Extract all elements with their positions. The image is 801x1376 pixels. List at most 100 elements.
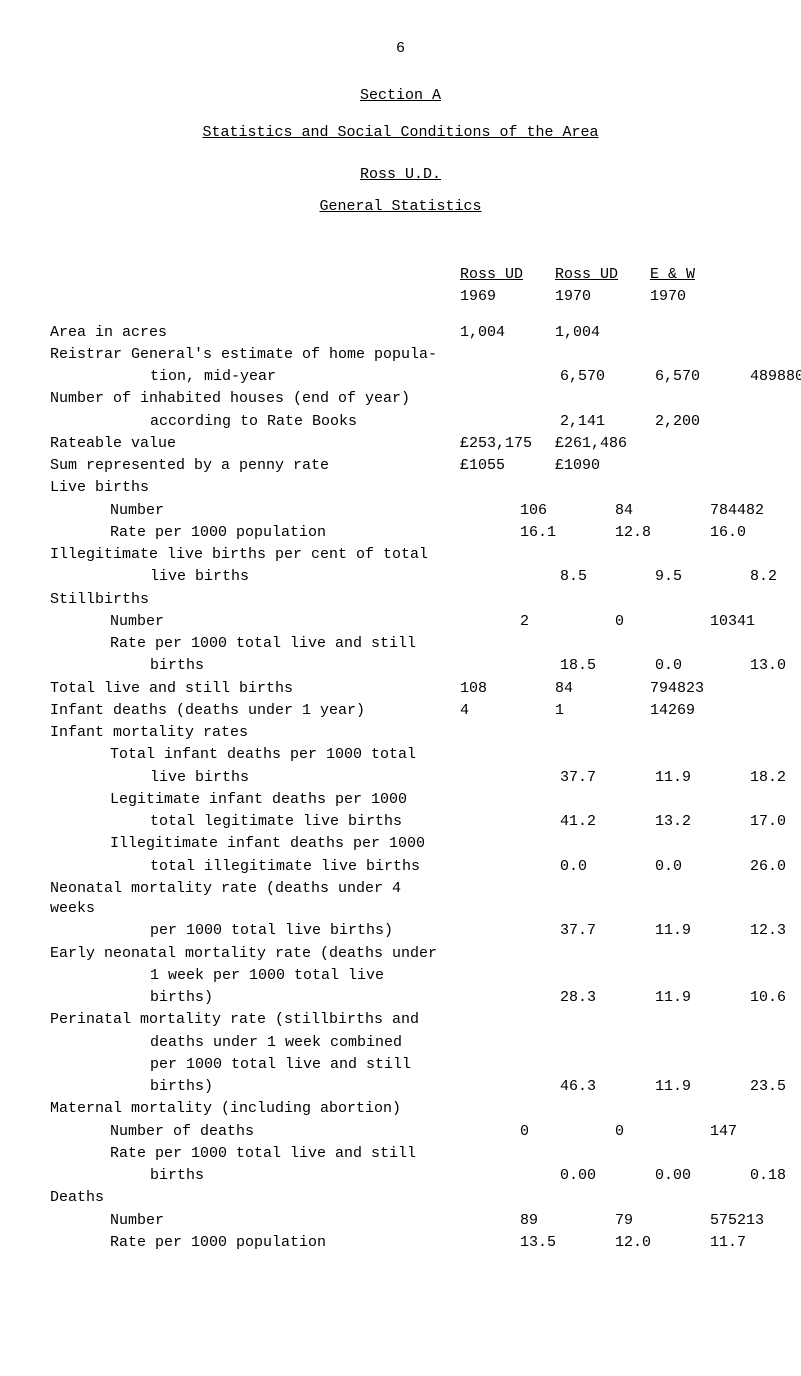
row-label: Live births xyxy=(50,478,460,498)
row-cell xyxy=(655,966,750,986)
table-row: Illegitimate live births per cent of tot… xyxy=(50,545,751,565)
row-cell: 37.7 xyxy=(560,768,655,788)
row-cell xyxy=(615,745,710,765)
row-cell: 41.2 xyxy=(560,812,655,832)
row-cell: 6,570 xyxy=(655,367,750,387)
header-col3-line2: 1970 xyxy=(650,287,745,307)
row-cell xyxy=(710,790,801,810)
row-cell xyxy=(650,545,745,565)
row-cell: 1,004 xyxy=(460,323,555,343)
row-label: Legitimate infant deaths per 1000 xyxy=(50,790,520,810)
table-header-row: Ross UD Ross UD E & W xyxy=(50,265,751,285)
row-label: births xyxy=(50,656,560,676)
table-row: Live births xyxy=(50,478,751,498)
row-cell xyxy=(650,389,745,409)
row-cell xyxy=(650,1188,745,1208)
row-cell xyxy=(555,389,650,409)
table-row: Perinatal mortality rate (stillbirths an… xyxy=(50,1010,751,1030)
row-label: births xyxy=(50,1166,560,1186)
row-cell: 84 xyxy=(615,501,710,521)
table-row: tion, mid-year6,5706,57048988000 xyxy=(50,367,751,387)
row-cell: 79 xyxy=(615,1211,710,1231)
row-cell xyxy=(650,1099,745,1119)
row-cell: 2,200 xyxy=(655,412,750,432)
table-body: Area in acres1,0041,004Reistrar General'… xyxy=(50,323,751,1254)
row-cell: 17.0 xyxy=(750,812,801,832)
row-label: Stillbirths xyxy=(50,590,460,610)
row-label: Early neonatal mortality rate (deaths un… xyxy=(50,944,460,964)
row-cell xyxy=(650,944,745,964)
page-number: 6 xyxy=(50,40,751,57)
row-cell: 11.9 xyxy=(655,921,750,941)
row-cell: 784482 xyxy=(710,501,801,521)
table-row: Reistrar General's estimate of home popu… xyxy=(50,345,751,365)
table-row: Rate per 1000 population16.112.816.0 xyxy=(50,523,751,543)
row-cell xyxy=(460,590,555,610)
table-row: Legitimate infant deaths per 1000 xyxy=(50,790,751,810)
row-cell xyxy=(560,1033,655,1053)
row-cell xyxy=(655,1055,750,1075)
header-col2-line1: Ross UD xyxy=(555,265,650,285)
row-cell: 8.2 xyxy=(750,567,801,587)
row-cell: 575213 xyxy=(710,1211,801,1231)
row-cell: 84 xyxy=(555,679,650,699)
row-label: Area in acres xyxy=(50,323,460,343)
table-row: Infant mortality rates xyxy=(50,723,751,743)
row-cell xyxy=(520,634,615,654)
table-row: Rate per 1000 population13.512.011.7 xyxy=(50,1233,751,1253)
row-cell: 28.3 xyxy=(560,988,655,1008)
table-row: Number of deaths00147 xyxy=(50,1122,751,1142)
row-cell xyxy=(560,1055,655,1075)
row-cell: 2 xyxy=(520,612,615,632)
row-cell: 0.00 xyxy=(560,1166,655,1186)
row-cell xyxy=(650,590,745,610)
row-label: Infant deaths (deaths under 1 year) xyxy=(50,701,460,721)
table-row: per 1000 total live and still xyxy=(50,1055,751,1075)
row-label: Number xyxy=(50,1211,520,1231)
table-row: 1 week per 1000 total live xyxy=(50,966,751,986)
table-header-row2: 1969 1970 1970 xyxy=(50,287,751,307)
row-cell xyxy=(460,944,555,964)
row-cell: 26.0 xyxy=(750,857,801,877)
table-row: Total live and still births10884794823 xyxy=(50,679,751,699)
row-label: Neonatal mortality rate (deaths under 4 … xyxy=(50,879,460,920)
row-label: Number of deaths xyxy=(50,1122,520,1142)
row-cell xyxy=(555,879,650,920)
table-row: per 1000 total live births)37.711.912.3 xyxy=(50,921,751,941)
row-cell xyxy=(615,790,710,810)
row-cell xyxy=(460,389,555,409)
row-cell: 0 xyxy=(615,612,710,632)
row-cell: 16.1 xyxy=(520,523,615,543)
row-cell xyxy=(710,834,801,854)
row-cell xyxy=(750,1033,801,1053)
row-cell: 12.0 xyxy=(615,1233,710,1253)
row-cell: 10.6 xyxy=(750,988,801,1008)
row-cell xyxy=(520,834,615,854)
table-row: Number8979575213 xyxy=(50,1211,751,1231)
row-cell xyxy=(460,723,555,743)
row-cell xyxy=(710,745,801,765)
row-cell xyxy=(615,1144,710,1164)
row-cell xyxy=(555,1010,650,1030)
row-cell xyxy=(555,345,650,365)
table-row: births0.000.000.18 xyxy=(50,1166,751,1186)
row-label: deaths under 1 week combined xyxy=(50,1033,560,1053)
row-cell: 0.0 xyxy=(655,656,750,676)
row-cell: 1,004 xyxy=(555,323,650,343)
row-cell: £261,486 xyxy=(555,434,650,454)
header-spacer xyxy=(50,265,460,285)
row-cell xyxy=(710,634,801,654)
table-row: live births8.59.58.2 xyxy=(50,567,751,587)
row-label: Rate per 1000 total live and still xyxy=(50,634,520,654)
header-col1-line1: Ross UD xyxy=(460,265,555,285)
row-cell: 8.5 xyxy=(560,567,655,587)
table-row: Stillbirths xyxy=(50,590,751,610)
table-row: births)46.311.923.5 xyxy=(50,1077,751,1097)
row-label: Number xyxy=(50,612,520,632)
row-cell xyxy=(750,966,801,986)
row-label: Rate per 1000 population xyxy=(50,1233,520,1253)
table-row: births18.50.013.0 xyxy=(50,656,751,676)
row-cell xyxy=(555,478,650,498)
main-title: Statistics and Social Conditions of the … xyxy=(50,124,751,141)
row-cell xyxy=(555,944,650,964)
